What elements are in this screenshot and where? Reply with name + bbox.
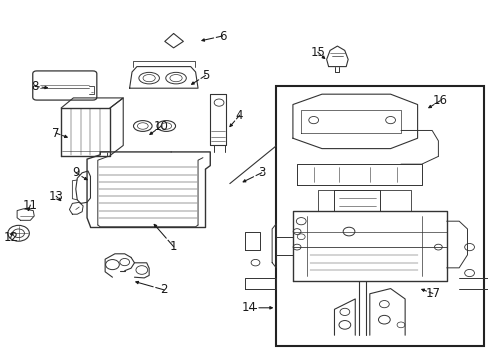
Text: 13: 13 [49, 190, 63, 203]
Text: 7: 7 [52, 127, 60, 140]
Text: 2: 2 [160, 283, 167, 296]
Text: 17: 17 [425, 287, 439, 300]
Text: 8: 8 [31, 80, 39, 93]
Text: 16: 16 [432, 94, 447, 107]
Text: 10: 10 [154, 120, 168, 132]
Bar [276, 86, 483, 346]
Text: 14: 14 [242, 301, 256, 314]
Text: 9: 9 [72, 166, 80, 179]
Text: 11: 11 [23, 199, 38, 212]
Text: 4: 4 [235, 109, 243, 122]
Text: 12: 12 [3, 231, 18, 244]
Text: 6: 6 [218, 30, 226, 42]
Text: 15: 15 [310, 46, 325, 59]
Text: 1: 1 [169, 240, 177, 253]
Text: 3: 3 [257, 166, 265, 179]
Text: 5: 5 [201, 69, 209, 82]
